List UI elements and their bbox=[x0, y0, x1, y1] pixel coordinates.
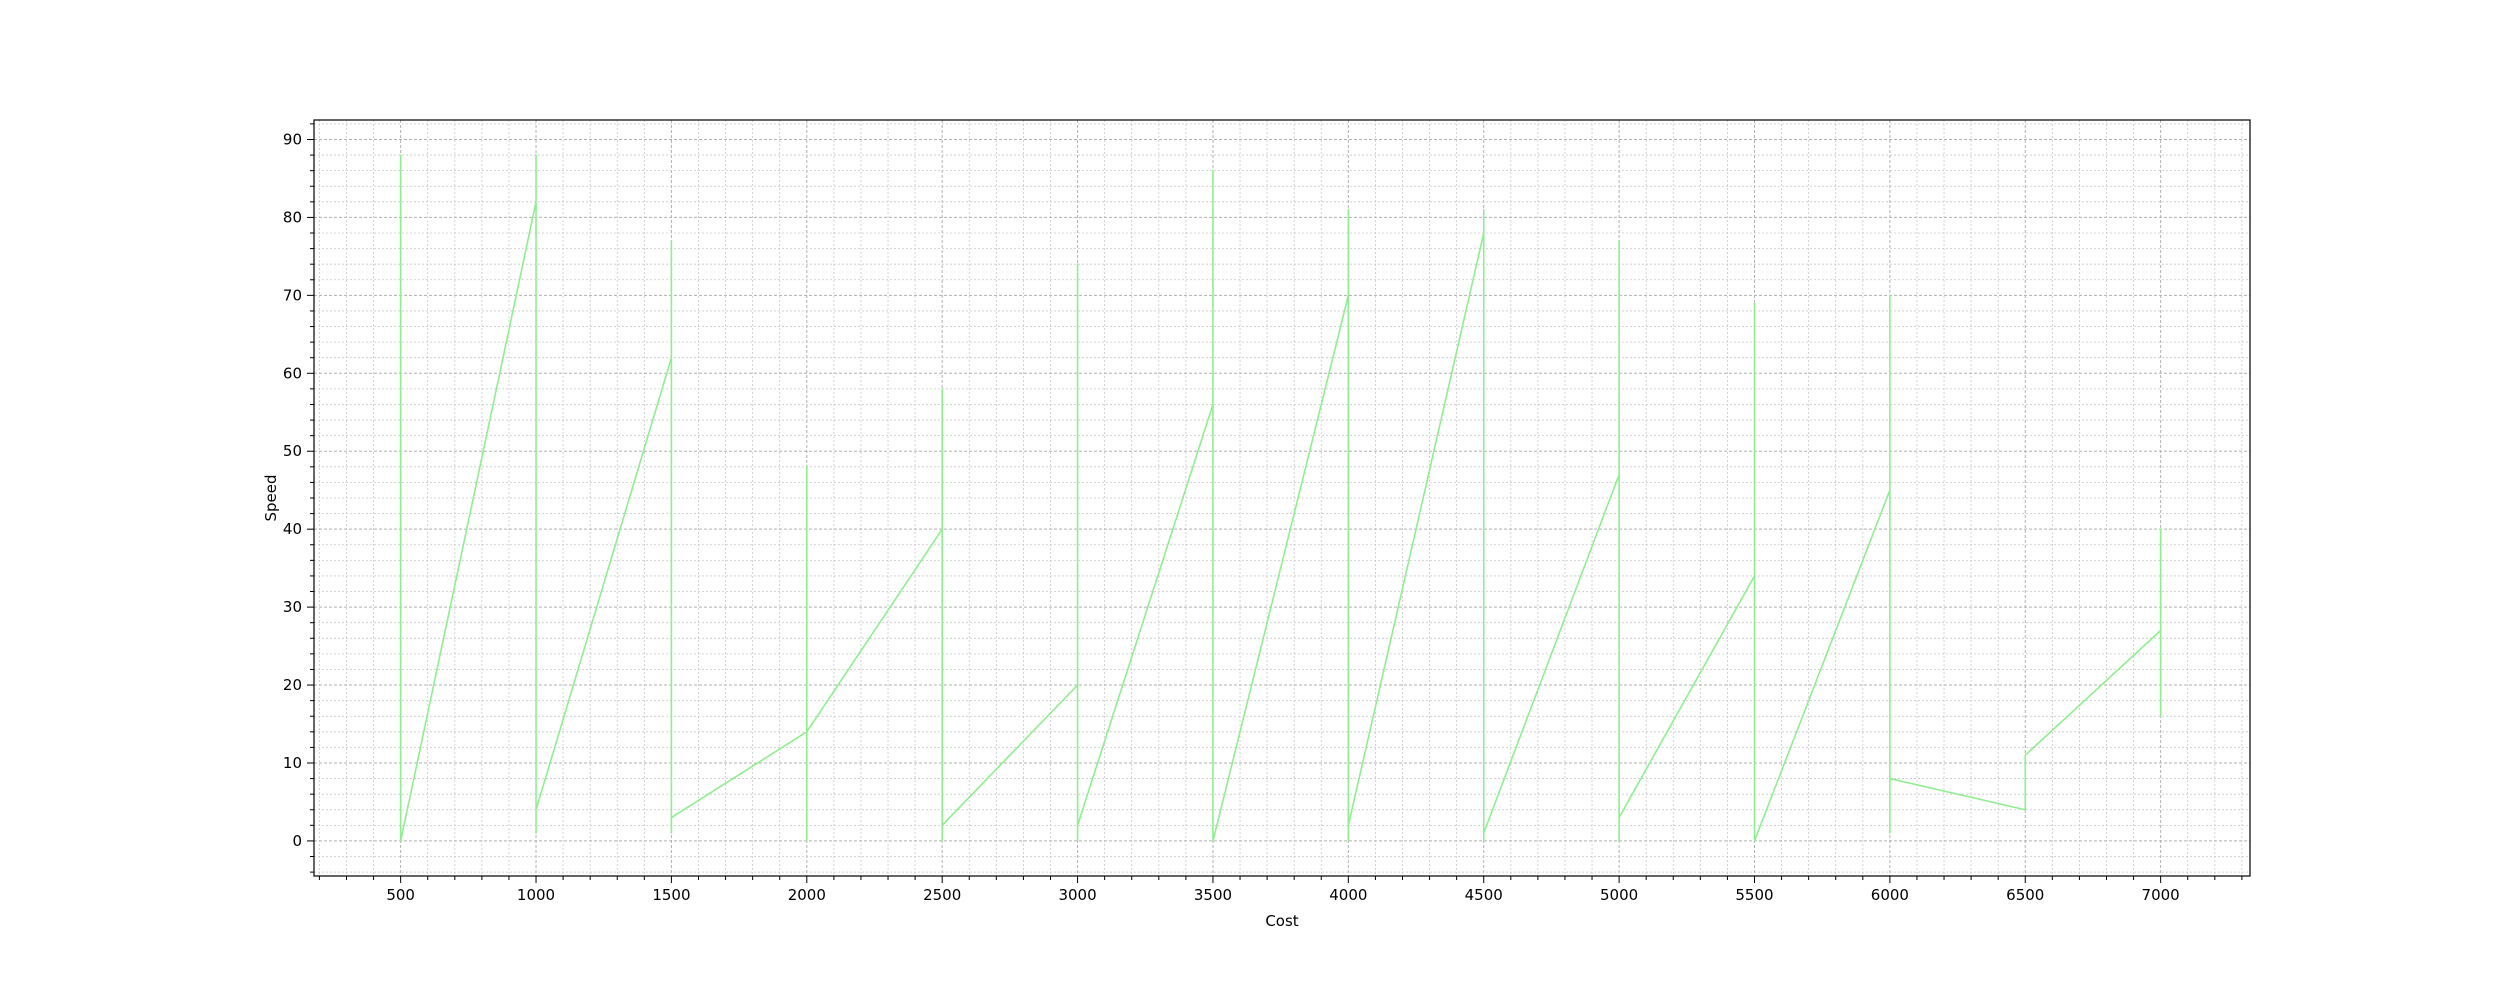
x-tick-label: 1500 bbox=[652, 886, 690, 904]
x-tick-label: 2000 bbox=[788, 886, 826, 904]
x-tick-label: 5000 bbox=[1600, 886, 1638, 904]
grid-layer bbox=[314, 120, 2250, 876]
x-axis-title: Cost bbox=[1265, 912, 1298, 930]
x-tick-label: 4000 bbox=[1329, 886, 1367, 904]
x-tick-label: 3000 bbox=[1058, 886, 1096, 904]
y-tick-label: 40 bbox=[283, 520, 302, 538]
x-tick-label: 7000 bbox=[2142, 886, 2180, 904]
x-tick-label: 6000 bbox=[1871, 886, 1909, 904]
y-axis-title: Speed bbox=[262, 474, 280, 521]
y-tick-label: 50 bbox=[283, 442, 302, 460]
data-layer bbox=[399, 154, 2162, 842]
y-tick-label: 30 bbox=[283, 598, 302, 616]
series-line bbox=[399, 154, 2162, 842]
y-tick-label: 90 bbox=[283, 130, 302, 148]
y-tick-label: 60 bbox=[283, 364, 302, 382]
y-tick-label: 70 bbox=[283, 286, 302, 304]
label-layer: 500 1000 1500 2000 2500 3000 3500 4000 4500 5000 5… bbox=[283, 130, 2180, 904]
y-tick-label: 20 bbox=[283, 676, 302, 694]
x-tick-label: 1000 bbox=[517, 886, 555, 904]
x-tick-label: 4500 bbox=[1465, 886, 1503, 904]
x-tick-label: 3500 bbox=[1194, 886, 1232, 904]
y-tick-label: 80 bbox=[283, 208, 302, 226]
y-tick-label: 10 bbox=[283, 754, 302, 772]
x-tick-label: 5500 bbox=[1735, 886, 1773, 904]
tick-layer bbox=[307, 123, 2243, 883]
x-tick-label: 2500 bbox=[923, 886, 961, 904]
x-tick-label: 500 bbox=[386, 886, 415, 904]
x-tick-label: 6500 bbox=[2006, 886, 2044, 904]
y-tick-label: 0 bbox=[292, 832, 302, 850]
